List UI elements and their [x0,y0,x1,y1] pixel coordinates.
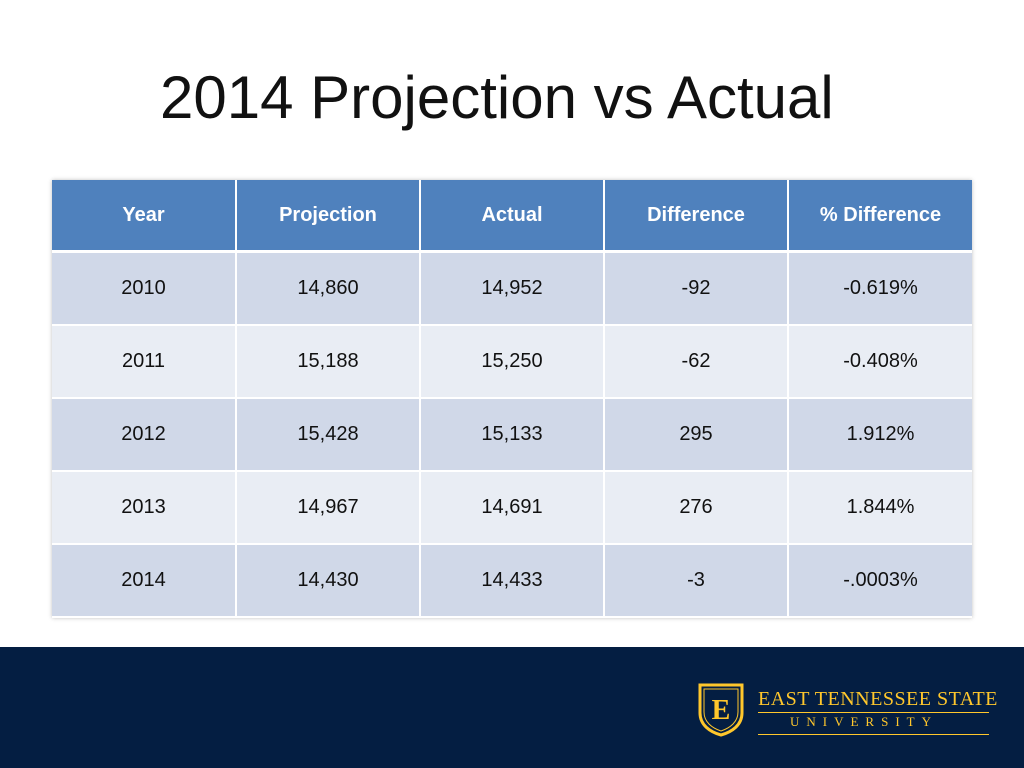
cell-difference: -3 [604,544,789,618]
cell-projection: 15,188 [236,325,421,399]
cell-actual: 14,952 [420,251,605,326]
cell-actual: 14,691 [420,471,605,545]
cell-projection: 14,860 [236,251,421,326]
cell-year: 2012 [52,398,237,472]
logo-mark: E [712,695,731,726]
cell-percent-difference: 1.912% [788,398,972,472]
cell-projection: 14,967 [236,471,421,545]
table-row: 2013 14,967 14,691 276 1.844% [52,471,972,545]
header-difference: Difference [604,180,789,253]
cell-projection: 14,430 [236,544,421,618]
cell-difference: 295 [604,398,789,472]
projection-table: Year Projection Actual Difference % Diff… [52,180,972,618]
logo-divider-bottom [758,734,989,735]
cell-difference: -92 [604,251,789,326]
slide-title: 2014 Projection vs Actual [160,64,834,131]
cell-percent-difference: 1.844% [788,471,972,545]
header-year: Year [52,180,237,253]
cell-difference: -62 [604,325,789,399]
header-percent-difference: % Difference [788,180,972,253]
cell-year: 2014 [52,544,237,618]
cell-year: 2010 [52,251,237,326]
university-logo: E EAST TENNESSEE STATE UNIVERSITY [698,683,997,737]
table-row: 2010 14,860 14,952 -92 -0.619% [52,251,972,326]
cell-projection: 15,428 [236,398,421,472]
header-actual: Actual [420,180,605,253]
logo-text-line1: EAST TENNESSEE STATE [758,688,998,710]
table-row: 2012 15,428 15,133 295 1.912% [52,398,972,472]
cell-year: 2013 [52,471,237,545]
header-projection: Projection [236,180,421,253]
table-header-row: Year Projection Actual Difference % Diff… [52,180,972,253]
cell-actual: 14,433 [420,544,605,618]
cell-actual: 15,250 [420,325,605,399]
logo-text-line2: UNIVERSITY [790,714,938,729]
cell-percent-difference: -0.408% [788,325,972,399]
cell-percent-difference: -.0003% [788,544,972,618]
cell-actual: 15,133 [420,398,605,472]
logo-divider [758,712,989,713]
footer-bar [0,647,1024,768]
table-row: 2014 14,430 14,433 -3 -.0003% [52,544,972,618]
shield-icon: E [698,683,744,737]
table-row: 2011 15,188 15,250 -62 -0.408% [52,325,972,399]
cell-percent-difference: -0.619% [788,251,972,326]
cell-difference: 276 [604,471,789,545]
cell-year: 2011 [52,325,237,399]
